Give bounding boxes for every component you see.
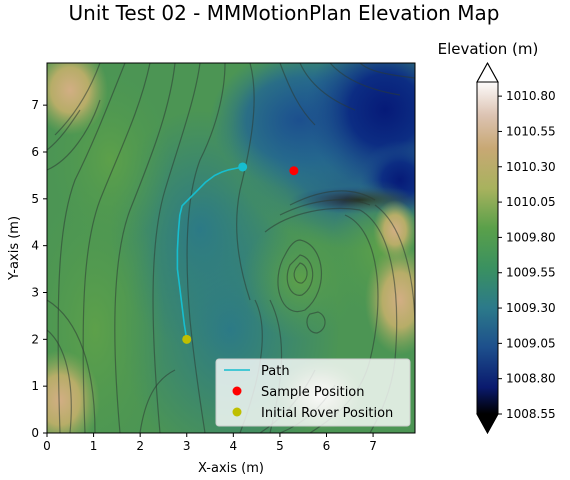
- legend-rover-label: Initial Rover Position: [261, 406, 393, 421]
- legend-rover-swatch: [232, 407, 242, 417]
- x-tick-label: 1: [90, 439, 98, 453]
- y-axis-ticks: 0 1 2 3 4 5 6 7: [31, 98, 47, 440]
- chart-title: Unit Test 02 - MMMotionPlan Elevation Ma…: [69, 1, 500, 25]
- y-tick-label: 2: [31, 332, 39, 346]
- sample-position-marker: [289, 166, 299, 176]
- x-tick-label: 0: [43, 439, 51, 453]
- x-tick-label: 3: [183, 439, 191, 453]
- colorbar-tick-label: 1009.05: [506, 336, 556, 350]
- x-tick-label: 7: [369, 439, 377, 453]
- colorbar-tick-label: 1010.55: [506, 124, 556, 138]
- colorbar-extend-top: [476, 61, 499, 83]
- colorbar-tick-label: 1010.30: [506, 160, 556, 174]
- colorbar-tick-label: 1010.80: [506, 89, 556, 103]
- colorbar-tick-label: 1009.55: [506, 266, 556, 280]
- colorbar-ticks: 1008.55 1008.80 1009.05 1009.30 1009.55 1009.…: [498, 89, 556, 421]
- y-tick-label: 1: [31, 379, 39, 393]
- colorbar-tick-label: 1009.80: [506, 230, 556, 244]
- x-tick-label: 5: [276, 439, 284, 453]
- colorbar-tick-label: 1010.05: [506, 195, 556, 209]
- y-tick-label: 0: [31, 426, 39, 440]
- colorbar-tick-label: 1008.55: [506, 407, 556, 421]
- y-tick-label: 5: [31, 192, 39, 206]
- colorbar-outline: [476, 62, 499, 435]
- x-tick-label: 6: [323, 439, 331, 453]
- colorbar-gradient: [477, 82, 498, 414]
- y-tick-label: 7: [31, 98, 39, 112]
- y-tick-label: 4: [31, 239, 39, 253]
- plot-series: [176, 162, 299, 344]
- legend-sample-label: Sample Position: [261, 385, 365, 400]
- colorbar-label: Elevation (m): [438, 40, 539, 58]
- x-tick-label: 4: [230, 439, 238, 453]
- path-end-marker: [238, 162, 248, 172]
- colorbar-extend-bottom: [476, 413, 499, 435]
- initial-rover-position-marker: [182, 334, 192, 344]
- colorbar-tick-label: 1009.30: [506, 301, 556, 315]
- plot-frame: [46, 62, 416, 434]
- path-line: [176, 166, 243, 340]
- legend: Path Sample Position Initial Rover Posit…: [215, 358, 411, 427]
- x-axis-ticks: 0 1 2 3 4 5 6 7: [43, 433, 377, 453]
- legend-path-label: Path: [261, 364, 290, 379]
- colorbar: 1008.55 1008.80 1009.05 1009.30 1009.55 1009.…: [476, 61, 556, 435]
- x-tick-label: 2: [136, 439, 144, 453]
- colorbar-tick-label: 1008.80: [506, 372, 556, 386]
- y-tick-label: 3: [31, 285, 39, 299]
- x-axis-label: X-axis (m): [198, 461, 264, 476]
- y-axis-label: Y-axis (m): [7, 216, 22, 281]
- y-tick-label: 6: [31, 145, 39, 159]
- legend-sample-swatch: [232, 386, 242, 396]
